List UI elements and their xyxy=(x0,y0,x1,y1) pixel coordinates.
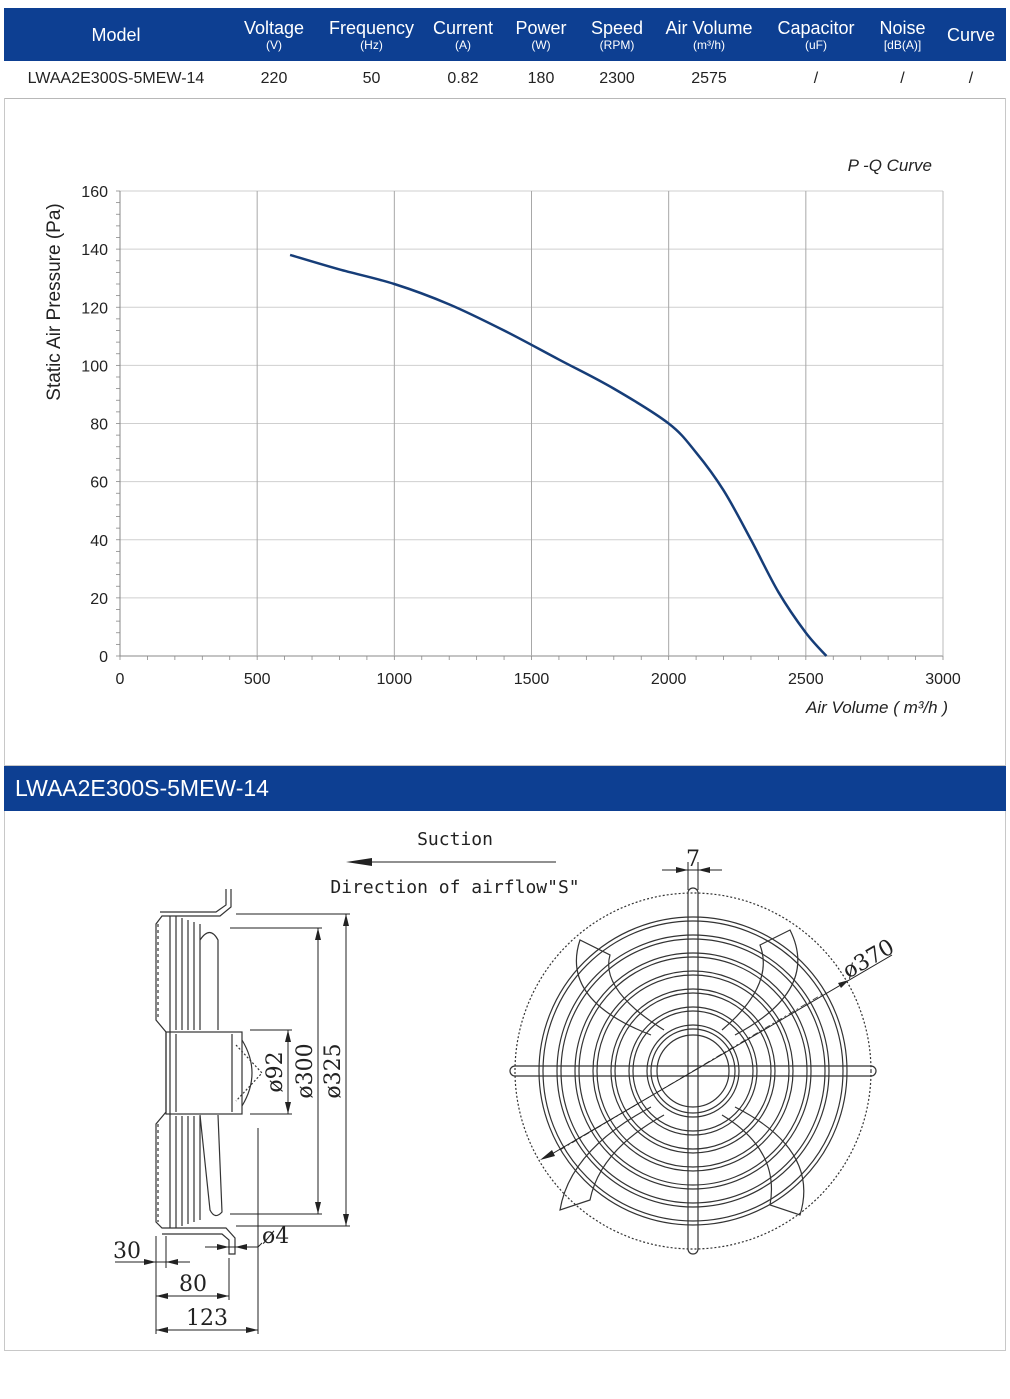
header-capacitor: Capacitor (uF) xyxy=(763,8,869,61)
header-voltage: Voltage (V) xyxy=(228,8,320,61)
x-tick-label: 500 xyxy=(244,671,271,688)
cell-power: 180 xyxy=(503,61,579,99)
dim-30: 30 xyxy=(113,1239,141,1264)
cell-speed: 2300 xyxy=(579,61,655,99)
chart-minor-ticks xyxy=(116,190,944,660)
dim-d370: ø370 xyxy=(839,935,899,984)
cell-noise: / xyxy=(869,61,936,99)
fan-side-view xyxy=(155,889,263,1255)
side-dimensions xyxy=(115,913,350,1334)
dim-d325: ø325 xyxy=(321,1043,346,1098)
dim-d4: ø4 xyxy=(262,1224,289,1249)
chart-tick-labels: 0 20 40 60 80 100 120 140 160 0 500 1000 1500 2000 250… xyxy=(81,184,961,688)
x-tick-label: 3000 xyxy=(925,671,961,688)
y-tick-label: 20 xyxy=(90,591,108,608)
header-curve: Curve xyxy=(936,8,1006,61)
chart-panel xyxy=(4,98,1006,766)
x-tick-label: 2000 xyxy=(651,671,687,688)
header-model: Model xyxy=(4,8,228,61)
airflow-arrow xyxy=(346,858,556,866)
x-axis-title: Air Volume ( m³/h ) xyxy=(805,698,948,717)
series-line xyxy=(289,253,828,657)
fan-front-view xyxy=(509,887,877,1255)
y-tick-label: 100 xyxy=(81,358,108,375)
y-tick-label: 60 xyxy=(90,475,108,492)
front-dimensions xyxy=(540,862,893,1160)
y-tick-label: 0 xyxy=(99,649,108,666)
table-row: LWAA2E300S-5MEW-14 220 50 0.82 180 2300 … xyxy=(4,61,1006,99)
pq-chart: 0 20 40 60 80 100 120 140 160 0 500 1000 1500 2000 250… xyxy=(44,156,961,717)
cell-model: LWAA2E300S-5MEW-14 xyxy=(4,61,228,99)
spec-table: Model Voltage (V) Frequency (Hz) Current (A… xyxy=(4,8,1006,99)
dim-d300: ø300 xyxy=(293,1043,318,1098)
x-tick-label: 0 xyxy=(116,671,125,688)
drawing-panel xyxy=(4,811,1006,1351)
cell-air-volume: 2575 xyxy=(655,61,763,99)
x-tick-label: 2500 xyxy=(788,671,824,688)
header-speed: Speed (RPM) xyxy=(579,8,655,61)
chart-title: P -Q Curve xyxy=(848,156,932,175)
dim-7: 7 xyxy=(686,847,700,872)
airflow-label: Direction of airflow"S" xyxy=(330,877,579,898)
y-tick-label: 140 xyxy=(81,242,108,259)
table-header-row: Model Voltage (V) Frequency (Hz) Current (A… xyxy=(4,8,1006,61)
dim-80: 80 xyxy=(179,1272,207,1297)
cell-current: 0.82 xyxy=(423,61,503,99)
y-axis-title: Static Air Pressure (Pa) xyxy=(44,203,65,400)
cell-frequency: 50 xyxy=(320,61,423,99)
y-tick-label: 40 xyxy=(90,533,108,550)
header-power: Power (W) xyxy=(503,8,579,61)
header-noise: Noise [dB(A)] xyxy=(869,8,936,61)
header-air-volume: Air Volume (m³/h) xyxy=(655,8,763,61)
chart-grid xyxy=(119,190,944,657)
cell-voltage: 220 xyxy=(228,61,320,99)
dim-123: 123 xyxy=(186,1306,228,1331)
dim-d92: ø92 xyxy=(263,1051,288,1092)
y-tick-label: 80 xyxy=(90,417,108,434)
header-current: Current (A) xyxy=(423,8,503,61)
y-tick-label: 120 xyxy=(81,300,108,317)
section-title: LWAA2E300S-5MEW-14 xyxy=(4,766,1006,811)
cell-capacitor: / xyxy=(763,61,869,99)
suction-label: Suction xyxy=(417,829,493,850)
x-tick-label: 1000 xyxy=(377,671,413,688)
chart-series xyxy=(289,253,828,657)
y-tick-label: 160 xyxy=(81,184,108,201)
cell-curve: / xyxy=(936,61,1006,99)
header-frequency: Frequency (Hz) xyxy=(320,8,423,61)
x-tick-label: 1500 xyxy=(514,671,550,688)
